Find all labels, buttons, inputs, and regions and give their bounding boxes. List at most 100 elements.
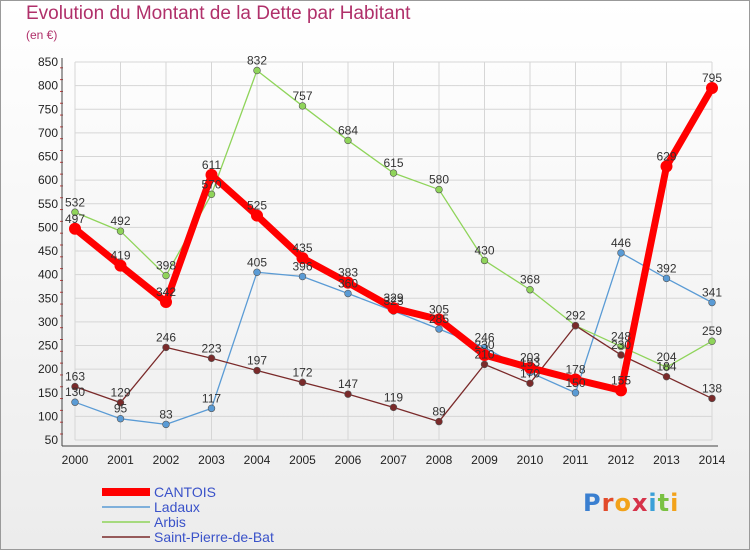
data-point-arbis	[344, 136, 352, 145]
x-tick-label: 2003	[198, 453, 225, 467]
data-point-cantois	[615, 384, 627, 397]
data-point-arbis	[662, 363, 671, 371]
data-label: 684	[338, 123, 358, 137]
data-label: 204	[656, 350, 676, 364]
data-point-saint-pierre-de-bat	[526, 379, 534, 387]
data-label: 83	[159, 407, 173, 421]
legend-label: Ladaux	[154, 499, 200, 515]
data-point-cantois	[160, 296, 172, 309]
data-label: 223	[201, 341, 221, 355]
x-tick-label: 2000	[62, 453, 89, 467]
x-tick-label: 2010	[517, 453, 544, 467]
data-point-ladaux	[571, 389, 580, 397]
data-label: 210	[474, 347, 494, 361]
data-point-saint-pierre-de-bat	[71, 382, 79, 391]
data-label: 150	[565, 376, 585, 390]
legend-label: Arbis	[154, 514, 186, 530]
logo-letter: r	[601, 489, 615, 517]
data-point-cantois	[114, 259, 127, 272]
data-point-arbis	[116, 227, 125, 235]
data-label: 119	[384, 390, 403, 404]
logo-letter: i	[670, 489, 680, 517]
data-label: 329	[383, 291, 403, 305]
y-tick-label: 650	[38, 150, 58, 164]
data-label: 398	[156, 259, 176, 273]
chart-title: Evolution du Montant de la Dette par Hab…	[26, 3, 411, 24]
data-label: 129	[110, 386, 130, 400]
data-label: 246	[156, 330, 176, 344]
data-label: 419	[110, 249, 130, 263]
data-label: 305	[429, 303, 449, 317]
data-label: 95	[114, 402, 128, 416]
logo-letter: i	[648, 489, 658, 517]
y-tick-label: 750	[38, 102, 58, 116]
data-point-cantois	[478, 348, 491, 361]
data-point-cantois	[342, 276, 354, 289]
data-point-ladaux	[253, 268, 261, 276]
data-label: 193	[520, 355, 540, 369]
logo-letter: x	[631, 489, 649, 517]
data-label: 392	[656, 261, 676, 275]
y-tick-label: 800	[38, 79, 58, 93]
data-label: 580	[429, 173, 449, 187]
x-tick-label: 2001	[107, 453, 134, 467]
data-label: 629	[656, 149, 676, 163]
data-label: 341	[702, 286, 722, 300]
x-tick-label: 2006	[335, 453, 362, 467]
data-point-saint-pierre-de-bat	[708, 394, 716, 403]
data-point-arbis	[480, 256, 489, 265]
data-point-ladaux	[207, 404, 216, 413]
y-tick-label: 300	[38, 315, 58, 329]
data-label: 368	[520, 273, 540, 287]
data-point-arbis	[71, 208, 79, 216]
data-label: 117	[202, 391, 221, 405]
data-point-cantois	[387, 302, 400, 315]
y-tick-label: 400	[38, 268, 58, 282]
data-label: 89	[432, 405, 446, 419]
data-label: 435	[292, 241, 312, 255]
y-tick-label: 200	[38, 362, 58, 376]
y-tick-label: 850	[38, 55, 58, 69]
y-tick-label: 550	[38, 197, 58, 211]
y-tick-label: 250	[38, 339, 58, 353]
unit-label: (en €)	[26, 28, 58, 42]
data-point-cantois	[205, 168, 218, 181]
data-label: 360	[338, 277, 358, 291]
data-label: 285	[429, 312, 449, 326]
data-label: 832	[247, 54, 267, 68]
data-point-saint-pierre-de-bat	[389, 403, 398, 412]
proxiti-logo: Proxiti	[583, 489, 679, 517]
data-point-saint-pierre-de-bat	[162, 343, 170, 352]
data-label: 611	[202, 158, 221, 172]
x-tick-label: 2012	[608, 453, 635, 467]
x-tick-label: 2007	[380, 453, 407, 467]
data-label: 130	[65, 385, 85, 399]
data-point-arbis	[253, 66, 261, 75]
data-point-ladaux	[298, 272, 307, 281]
data-label: 230	[611, 338, 631, 352]
data-label: 259	[702, 324, 722, 338]
y-tick-label: 700	[38, 126, 58, 140]
x-tick-label: 2008	[426, 453, 453, 467]
data-label: 203	[520, 351, 540, 365]
x-tick-label: 2013	[653, 453, 680, 467]
data-point-ladaux	[344, 289, 352, 298]
x-tick-label: 2004	[244, 453, 271, 467]
data-point-saint-pierre-de-bat	[207, 354, 216, 362]
data-label: 446	[611, 236, 631, 250]
data-point-cantois	[524, 361, 536, 374]
data-point-arbis	[162, 271, 170, 280]
data-label: 383	[338, 266, 358, 280]
data-point-arbis	[298, 102, 307, 110]
data-label: 615	[383, 156, 403, 170]
x-tick-label: 2005	[289, 453, 316, 467]
x-tick-label: 2009	[471, 453, 498, 467]
data-point-saint-pierre-de-bat	[435, 417, 443, 426]
y-tick-label: 500	[38, 220, 58, 234]
data-label: 532	[65, 195, 85, 209]
data-point-saint-pierre-de-bat	[253, 366, 261, 375]
x-tick-label: 2002	[153, 453, 180, 467]
data-label: 795	[702, 71, 722, 85]
x-tick-label: 2011	[563, 453, 589, 467]
data-label: 163	[65, 370, 85, 384]
